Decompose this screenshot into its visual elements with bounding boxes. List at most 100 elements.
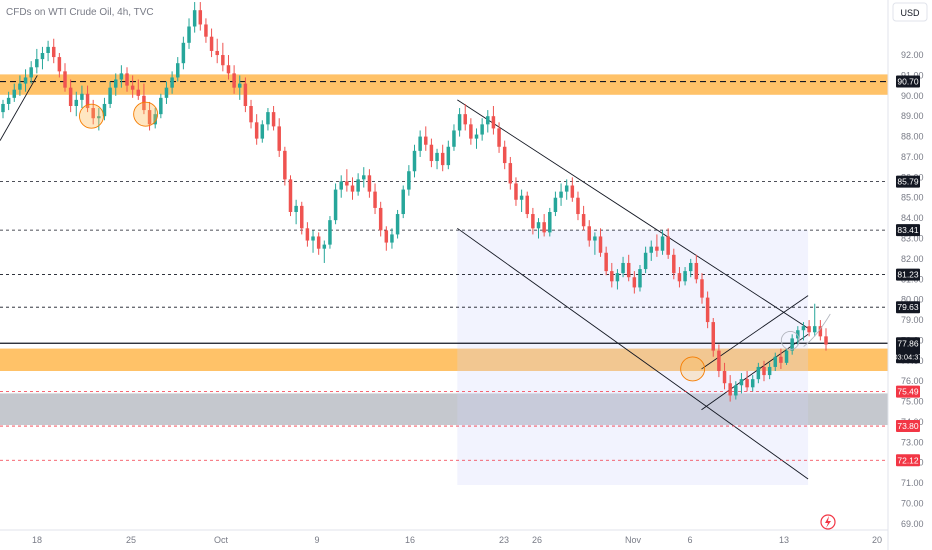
candle <box>615 269 620 290</box>
price-label: 75.49 <box>896 385 920 398</box>
candle-body <box>401 189 405 215</box>
currency-button[interactable]: USD <box>892 2 928 22</box>
candle <box>102 97 107 121</box>
candle <box>525 191 529 219</box>
candle-body <box>474 134 479 139</box>
candle <box>142 83 146 115</box>
candle <box>486 110 490 133</box>
candle-body <box>192 10 197 27</box>
candle <box>672 248 676 280</box>
candle-body <box>632 277 637 288</box>
candle <box>452 124 456 151</box>
candle-body <box>666 236 670 255</box>
candle-body <box>271 112 276 127</box>
candle-body <box>362 175 366 180</box>
zones-layer <box>0 74 888 426</box>
candle <box>604 246 608 276</box>
y-tick-label: 91.00 <box>901 70 924 80</box>
candle-body <box>407 171 411 190</box>
candle-body <box>801 326 806 331</box>
candle <box>367 169 372 198</box>
candle <box>446 140 451 170</box>
candle-body <box>688 262 693 272</box>
candle-body <box>333 189 338 221</box>
candle-body <box>812 326 817 333</box>
candle-body <box>514 183 518 200</box>
candle <box>564 179 569 200</box>
candle <box>187 18 191 49</box>
candle-body <box>519 195 524 200</box>
candle-body <box>125 73 129 86</box>
candle <box>683 267 687 286</box>
x-tick-label: Nov <box>625 535 642 545</box>
candle-body <box>745 379 749 388</box>
y-tick-label: 71.00 <box>901 478 924 488</box>
price-label-text: 85.79 <box>897 177 919 187</box>
candle <box>401 185 405 219</box>
candle-body <box>734 385 738 396</box>
candle-body <box>300 205 304 229</box>
candle <box>407 165 411 196</box>
candle <box>548 207 552 237</box>
candle <box>373 183 377 215</box>
candle <box>790 334 794 355</box>
candle-body <box>677 273 682 282</box>
candle <box>508 156 513 190</box>
candle-body <box>159 97 163 115</box>
candle <box>356 173 360 196</box>
candle-body <box>305 228 310 241</box>
candle <box>333 183 338 225</box>
candle <box>80 85 84 109</box>
candle <box>192 2 197 33</box>
candle-body <box>209 36 214 51</box>
y-tick-label: 83.00 <box>901 234 924 244</box>
x-tick-label: 13 <box>779 535 789 545</box>
candle-body <box>784 350 789 363</box>
candle <box>125 67 129 92</box>
candle-body <box>779 356 783 363</box>
x-tick-label: 23 <box>499 535 509 545</box>
x-tick-label: 9 <box>314 535 319 545</box>
candle-body <box>63 71 67 88</box>
candle <box>305 222 310 247</box>
y-tick-label: 75.00 <box>901 397 924 407</box>
candle-body <box>694 262 699 280</box>
rising-channel-lower <box>701 333 809 411</box>
uptrend-line <box>0 75 38 141</box>
lightning-icon[interactable] <box>820 514 836 530</box>
candle <box>750 375 755 392</box>
price-labels-layer: 90.70 85.79 83.41 81.23 79.63 77.86 03:04:37 75… <box>893 75 923 467</box>
currency-label: USD <box>900 8 920 18</box>
price-label-bg <box>896 268 920 281</box>
candle-body <box>598 236 603 253</box>
candle-body <box>238 83 242 88</box>
candle-body <box>294 205 298 212</box>
candle <box>1 99 5 119</box>
circle-marker <box>79 103 104 129</box>
price-label: 85.79 <box>896 175 920 188</box>
zone-resistance <box>0 74 888 95</box>
candle <box>688 258 693 278</box>
candle-body <box>767 366 772 376</box>
y-tick-label: 89.00 <box>901 111 924 121</box>
candle-body <box>463 114 467 125</box>
candle-body <box>728 383 732 396</box>
candle-body <box>615 273 620 282</box>
candle-body <box>198 10 203 25</box>
projection-arrow <box>803 313 831 347</box>
candle-body <box>68 87 73 106</box>
candle <box>159 93 163 119</box>
candle <box>29 61 33 84</box>
candle-body <box>18 83 22 90</box>
price-label-bg <box>896 175 920 188</box>
candle <box>700 273 704 304</box>
candle-body <box>164 87 169 98</box>
candle <box>536 218 541 239</box>
candle-body <box>277 126 281 151</box>
candle-body <box>23 77 28 84</box>
circle-marker <box>133 101 159 127</box>
candle <box>345 169 349 192</box>
candle <box>311 230 315 253</box>
